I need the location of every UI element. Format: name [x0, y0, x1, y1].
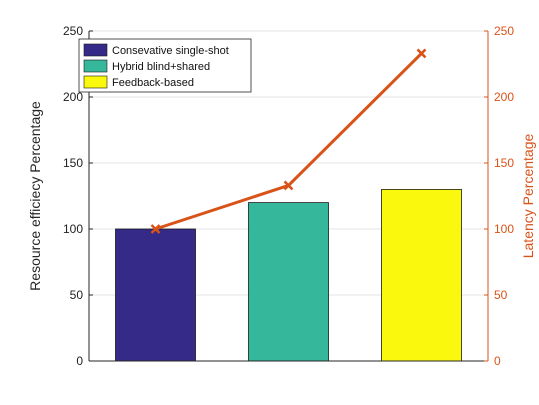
y-axis-title: Resource efficiecy Percentage	[27, 101, 43, 291]
legend: Consevative single-shot Hybrid blind+shar…	[78, 38, 252, 93]
axes: 0 50 100 150 200 250 0 50 100 150 200 250	[63, 24, 514, 368]
y2-tick-label: 150	[494, 156, 514, 170]
latency-point-3	[416, 48, 427, 59]
y-tick-label: 0	[76, 354, 83, 368]
marker-stroke	[283, 180, 294, 191]
legend-swatch-2	[83, 59, 108, 73]
legend-swatch-1	[83, 43, 108, 57]
marker-stroke	[150, 224, 161, 234]
legend-label-1: Consevative single-shot	[112, 45, 229, 57]
y2-tick-label: 200	[494, 90, 514, 104]
legend-swatch-3	[83, 75, 108, 89]
legend-label-3: Feedback-based	[112, 77, 194, 89]
y2-tick-label: 250	[494, 24, 514, 38]
latency-line-series	[150, 48, 427, 234]
legend-label-2: Hybrid blind+shared	[112, 61, 210, 73]
bar-2	[248, 202, 329, 362]
y2-tick-label: 100	[494, 222, 514, 236]
latency-point-2	[283, 180, 294, 191]
legend-box	[78, 38, 252, 93]
y-tick-label: 100	[63, 222, 83, 236]
y-tick-label: 150	[63, 156, 83, 170]
y-tick-label: 250	[63, 24, 83, 38]
bars	[115, 188, 462, 362]
y2-axis-title: Latency Percentage	[520, 134, 536, 259]
bar-3	[381, 188, 462, 362]
y2-tick-label: 0	[494, 354, 501, 368]
latency-point-1	[150, 224, 161, 234]
y-tick-label: 50	[70, 288, 84, 302]
y2-tick-label: 50	[494, 288, 508, 302]
y-tick-label: 200	[63, 90, 83, 104]
bar-1	[115, 228, 196, 362]
marker-stroke	[416, 48, 427, 59]
